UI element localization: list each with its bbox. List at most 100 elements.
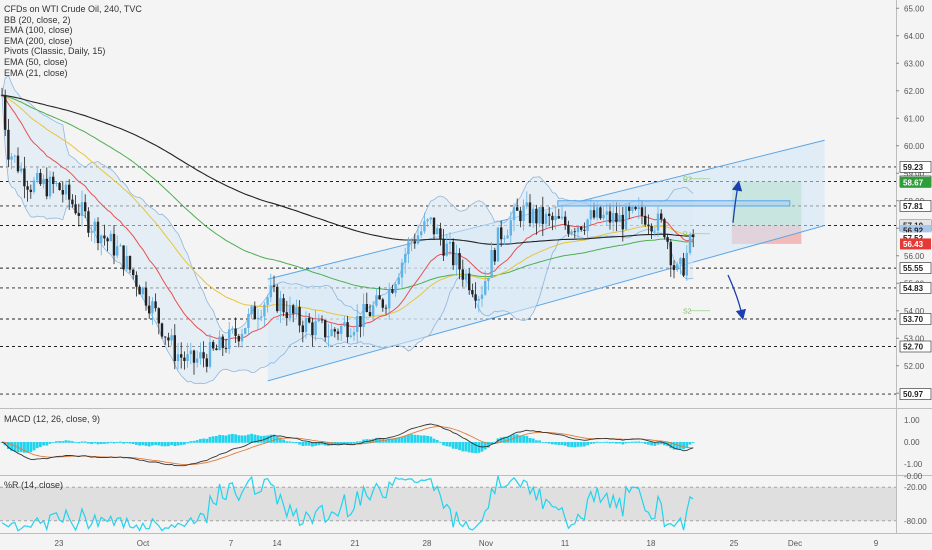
level-tag-text-55.55: 55.55 xyxy=(903,264,924,273)
macd-histogram-bar xyxy=(71,441,74,443)
macd-histogram-bar xyxy=(551,442,554,445)
candle-body xyxy=(253,306,256,320)
macd-histogram-bar xyxy=(349,442,353,444)
price-tick-59.00: 59.00 xyxy=(904,169,925,178)
macd-histogram-bar xyxy=(285,441,289,443)
candle-body xyxy=(461,269,464,280)
candle-body xyxy=(4,95,7,130)
time-tick-28: 28 xyxy=(423,539,432,548)
legend-ema100[interactable]: EMA (100, close) xyxy=(4,25,73,36)
candle-body xyxy=(170,335,173,341)
macd-histogram-bar xyxy=(650,442,653,446)
time-axis[interactable]: 23 Oct 7 14 21 28 Nov 11 18 25 Dec 9 xyxy=(55,539,879,548)
macd-tick--1.00: -1.00 xyxy=(904,460,923,469)
macd-histogram-bar xyxy=(515,434,519,443)
macd-histogram-bar xyxy=(320,442,324,445)
macd-histogram-bar xyxy=(563,442,567,446)
macd-histogram-bar xyxy=(656,442,660,445)
candle-body xyxy=(218,336,221,351)
macd-histogram-bar xyxy=(291,442,295,444)
price-tick-56.00: 56.00 xyxy=(904,252,925,261)
candle-body xyxy=(525,202,528,207)
candle-body xyxy=(160,323,164,337)
candle-body xyxy=(0,94,4,96)
candle-body xyxy=(640,207,644,216)
candle-body xyxy=(532,208,535,224)
candle-body xyxy=(506,235,509,239)
macd-histogram-bar xyxy=(583,442,586,447)
candle-body xyxy=(13,155,16,157)
williams-r-label[interactable]: %R (14, close) xyxy=(4,480,64,490)
candle-body xyxy=(612,213,615,223)
macd-histogram-bar xyxy=(477,442,481,453)
candle-body xyxy=(496,227,500,262)
candle-body xyxy=(624,206,628,230)
macd-histogram-bar xyxy=(474,442,477,454)
legend-ema200[interactable]: EMA (200, close) xyxy=(4,35,73,46)
candle-body xyxy=(84,202,87,212)
candle-body xyxy=(247,314,250,328)
macd-histogram-bar xyxy=(90,442,93,445)
macd-histogram-bar xyxy=(87,442,90,444)
time-tick-dec: Dec xyxy=(788,539,802,548)
macd-histogram-bar xyxy=(554,442,557,445)
pivot-label-r2: R2 xyxy=(683,176,692,183)
candle-body xyxy=(103,235,106,239)
macd-histogram-bar xyxy=(423,435,426,443)
legend-ema50[interactable]: EMA (50, close) xyxy=(4,56,68,67)
candle-body xyxy=(176,354,180,362)
macd-histogram-bar xyxy=(157,442,161,446)
macd-histogram-bar xyxy=(55,441,58,443)
candle-body xyxy=(36,172,39,181)
candle-body xyxy=(589,210,592,220)
price-tick-64.00: 64.00 xyxy=(904,32,925,41)
price-tick-61.00: 61.00 xyxy=(904,114,925,123)
macd-histogram-bar xyxy=(176,442,180,446)
macd-histogram-bar xyxy=(298,442,301,445)
candle-body xyxy=(362,303,365,327)
price-axis[interactable]: 65.0064.0063.0062.0061.0060.0059.0058.00… xyxy=(896,4,932,400)
candle-body xyxy=(298,307,301,326)
candle-body xyxy=(448,242,452,244)
candle-body xyxy=(388,289,391,309)
candle-body xyxy=(564,216,567,226)
candle-body xyxy=(458,253,461,270)
candle-body xyxy=(423,221,426,232)
macd-label[interactable]: MACD (12, 26, close, 9) xyxy=(4,414,101,424)
macd-histogram-bar xyxy=(163,442,167,447)
legend-pivots[interactable]: Pivots (Classic, Daily, 15) xyxy=(4,46,106,57)
candle-body xyxy=(151,301,154,314)
macd-histogram-bar xyxy=(413,434,417,443)
macd-tick-0.00: 0.00 xyxy=(904,438,920,447)
axis-tag-text-56.43: 56.43 xyxy=(903,240,924,249)
candle-body xyxy=(116,246,119,256)
candle-body xyxy=(112,233,116,256)
legend-symbol[interactable]: CFDs on WTI Crude Oil, 240, TVC xyxy=(4,4,142,14)
candle-body xyxy=(32,180,36,193)
candle-body xyxy=(330,329,333,336)
macd-histogram-bar xyxy=(144,442,148,446)
candle-body xyxy=(224,347,228,349)
macd-histogram-bar xyxy=(439,441,442,443)
candle-body xyxy=(416,235,420,244)
macd-histogram-bar xyxy=(599,442,602,443)
macd-line xyxy=(1,423,694,467)
candle-body xyxy=(215,348,218,351)
macd-histogram-bar xyxy=(189,441,193,443)
macd-histogram-bar xyxy=(400,436,404,443)
macd-histogram-bar xyxy=(391,438,394,443)
level-tag-text-57.81: 57.81 xyxy=(903,202,924,211)
legend-ema21[interactable]: EMA (21, close) xyxy=(4,67,68,78)
macd-histogram-bar xyxy=(7,442,10,450)
candle-body xyxy=(551,215,554,221)
legend-bb[interactable]: BB (20, close, 2) xyxy=(4,14,71,25)
level-tag-text-54.83: 54.83 xyxy=(903,284,924,293)
candle-body xyxy=(676,264,679,271)
candle-body xyxy=(432,217,436,235)
level-tag-57.81 xyxy=(899,200,932,212)
macd-histogram-bar xyxy=(410,434,413,443)
candle-body xyxy=(528,202,532,224)
candle-body xyxy=(509,220,512,236)
candle-body xyxy=(164,336,167,338)
